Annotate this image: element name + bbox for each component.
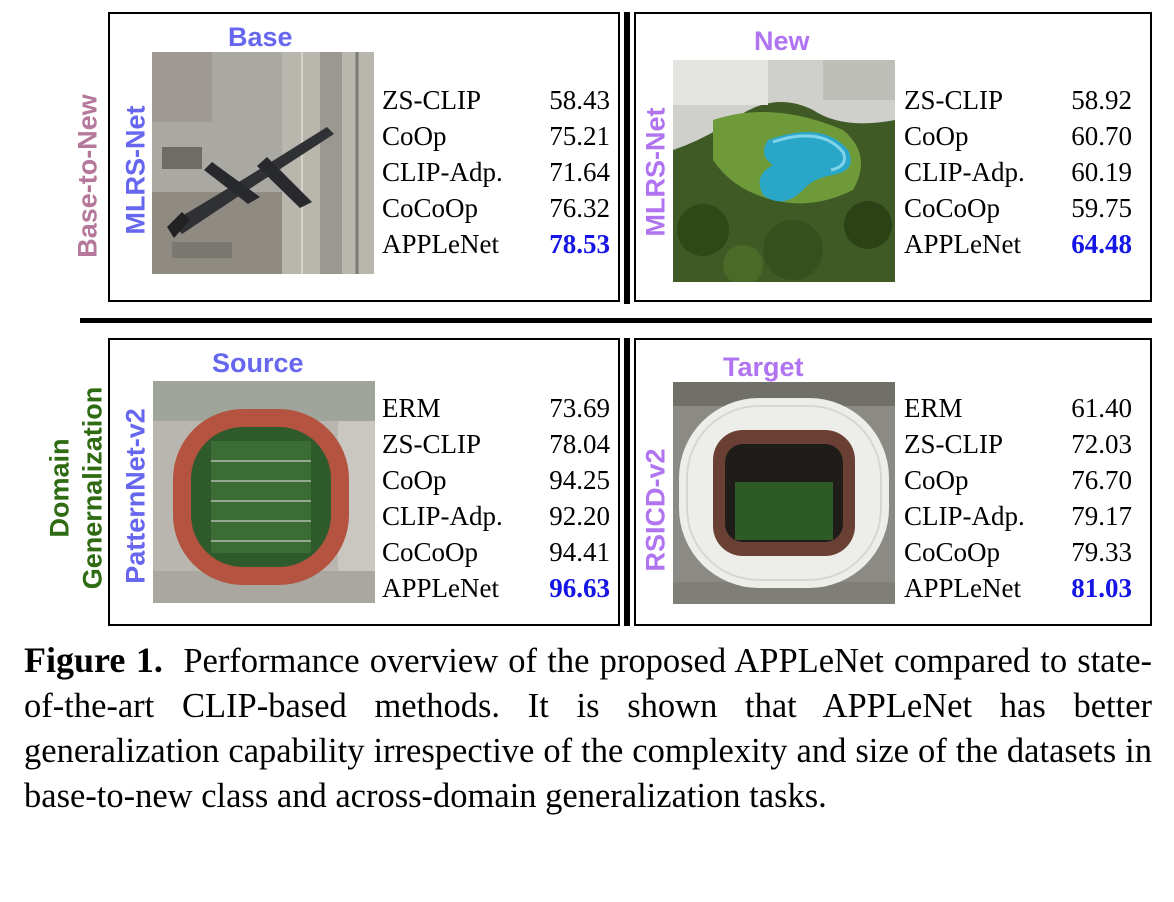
method-name: ZS-CLIP (904, 85, 1004, 115)
airport-airplane-image (152, 52, 374, 274)
method-name: CoCoOp (904, 193, 1001, 223)
method-name: ERM (382, 393, 441, 423)
caption-label: Figure 1. (24, 640, 163, 680)
score-value: 60.70 (1071, 121, 1132, 151)
score-value: 79.17 (1071, 501, 1132, 531)
results-table-source: ERM 73.69 ZS-CLIP 78.04 CoOp 94.25 CLIP-Adp… (382, 390, 610, 606)
table-row: ZS-CLIP 78.04 (382, 426, 610, 462)
score-value: 79.33 (1071, 537, 1132, 567)
method-name: APPLeNet (904, 573, 1021, 603)
method-name: APPLeNet (904, 229, 1021, 259)
table-row: CoCoOp 94.41 (382, 534, 610, 570)
vertical-separator-bottom (624, 338, 630, 626)
panel-header-source: Source (212, 348, 304, 378)
method-name: CLIP-Adp. (382, 157, 503, 187)
table-row: CoCoOp 59.75 (904, 190, 1132, 226)
table-row: CoOp 60.70 (904, 118, 1132, 154)
score-value: 72.03 (1071, 429, 1132, 459)
table-row: CLIP-Adp. 71.64 (382, 154, 610, 190)
dataset-label-target: RSICD-v2 (640, 448, 671, 572)
caption-text: Performance overview of the proposed APP… (24, 642, 1153, 815)
swimming-pool-image (673, 60, 895, 282)
score-value: 60.19 (1071, 157, 1132, 187)
best-score-value: 81.03 (1071, 573, 1132, 603)
method-name: ZS-CLIP (382, 85, 482, 115)
panel-header-base: Base (228, 22, 293, 52)
panel-header-new: New (754, 26, 810, 56)
score-value: 94.41 (549, 537, 610, 567)
row-label-base-to-new: Base-to-New (72, 94, 103, 258)
table-row: CoCoOp 76.32 (382, 190, 610, 226)
stadium-image (673, 382, 895, 604)
score-value: 73.69 (549, 393, 610, 423)
score-value: 58.43 (549, 85, 610, 115)
dataset-label-base: MLRS-Net (120, 105, 151, 235)
table-row: ERM 73.69 (382, 390, 610, 426)
table-row: ERM 61.40 (904, 390, 1132, 426)
horizontal-separator (80, 318, 1152, 323)
figure-caption: Figure 1. Performance overview of the pr… (24, 638, 1152, 819)
method-name: ZS-CLIP (382, 429, 482, 459)
method-name: ZS-CLIP (904, 429, 1004, 459)
table-row: CoOp 94.25 (382, 462, 610, 498)
table-row: CLIP-Adp. 92.20 (382, 498, 610, 534)
dataset-label-new: MLRS-Net (640, 107, 671, 237)
table-row: CoCoOp 79.33 (904, 534, 1132, 570)
best-score-value: 96.63 (549, 573, 610, 603)
method-name: CLIP-Adp. (382, 501, 503, 531)
table-row: APPLeNet 78.53 (382, 226, 610, 262)
best-score-value: 78.53 (549, 229, 610, 259)
table-row: APPLeNet 64.48 (904, 226, 1132, 262)
score-value: 92.20 (549, 501, 610, 531)
score-value: 76.70 (1071, 465, 1132, 495)
table-row: APPLeNet 81.03 (904, 570, 1132, 606)
table-row: ZS-CLIP 72.03 (904, 426, 1132, 462)
score-value: 61.40 (1071, 393, 1132, 423)
panel-header-target: Target (723, 352, 804, 382)
method-name: CoCoOp (382, 193, 479, 223)
results-table-target: ERM 61.40 ZS-CLIP 72.03 CoOp 76.70 CLIP-Adp… (904, 390, 1132, 606)
vertical-separator-top (624, 12, 630, 304)
row-label-generalization: Genernalization (77, 386, 108, 590)
method-name: CLIP-Adp. (904, 501, 1025, 531)
method-name: CoOp (382, 121, 447, 151)
score-value: 75.21 (549, 121, 610, 151)
method-name: CoOp (904, 121, 969, 151)
method-name: CoOp (904, 465, 969, 495)
method-name: CoCoOp (904, 537, 1001, 567)
table-row: ZS-CLIP 58.43 (382, 82, 610, 118)
method-name: ERM (904, 393, 963, 423)
table-row: CLIP-Adp. 79.17 (904, 498, 1132, 534)
table-row: CLIP-Adp. 60.19 (904, 154, 1132, 190)
score-value: 94.25 (549, 465, 610, 495)
score-value: 78.04 (549, 429, 610, 459)
method-name: CoCoOp (382, 537, 479, 567)
results-table-new: ZS-CLIP 58.92 CoOp 60.70 CLIP-Adp. 60.19 Co… (904, 82, 1132, 262)
method-name: APPLeNet (382, 573, 499, 603)
score-value: 59.75 (1071, 193, 1132, 223)
score-value: 76.32 (549, 193, 610, 223)
method-name: CoOp (382, 465, 447, 495)
score-value: 58.92 (1071, 85, 1132, 115)
table-row: CoOp 76.70 (904, 462, 1132, 498)
dataset-label-source: PatternNet-v2 (120, 408, 151, 584)
running-track-image (153, 381, 375, 603)
method-name: CLIP-Adp. (904, 157, 1025, 187)
table-row: APPLeNet 96.63 (382, 570, 610, 606)
method-name: APPLeNet (382, 229, 499, 259)
score-value: 71.64 (549, 157, 610, 187)
best-score-value: 64.48 (1071, 229, 1132, 259)
row-label-domain: Domain (44, 438, 75, 538)
results-table-base: ZS-CLIP 58.43 CoOp 75.21 CLIP-Adp. 71.64 Co… (382, 82, 610, 262)
table-row: CoOp 75.21 (382, 118, 610, 154)
table-row: ZS-CLIP 58.92 (904, 82, 1132, 118)
